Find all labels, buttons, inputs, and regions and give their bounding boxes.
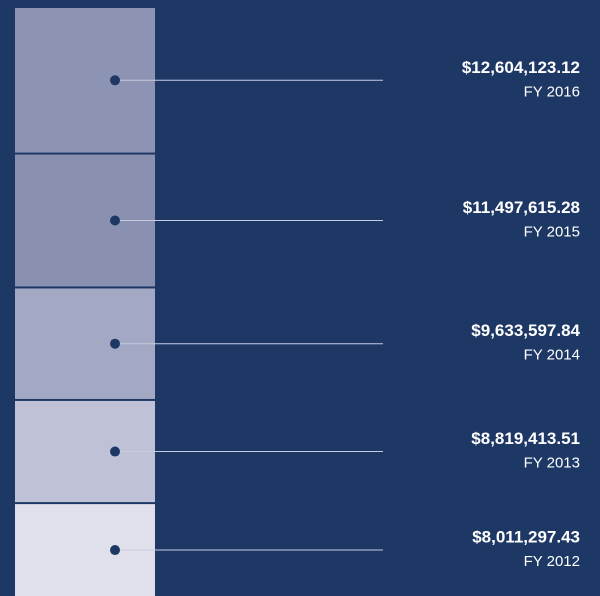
category-label: FY 2012 bbox=[524, 553, 580, 570]
value-label: $8,011,297.43 bbox=[472, 528, 580, 547]
marker-dot bbox=[110, 75, 120, 86]
marker-dot bbox=[110, 446, 120, 457]
marker-dot bbox=[110, 545, 120, 556]
value-label: $9,633,597.84 bbox=[471, 321, 580, 340]
category-label: FY 2014 bbox=[524, 347, 580, 364]
value-label: $8,819,413.51 bbox=[471, 429, 580, 448]
category-label: FY 2015 bbox=[524, 223, 580, 240]
marker-dot bbox=[110, 338, 120, 349]
marker-dot bbox=[110, 215, 120, 226]
value-label: $12,604,123.12 bbox=[462, 58, 580, 77]
category-label: FY 2013 bbox=[524, 454, 580, 471]
category-label: FY 2016 bbox=[524, 83, 580, 100]
value-label: $11,497,615.28 bbox=[463, 198, 580, 217]
